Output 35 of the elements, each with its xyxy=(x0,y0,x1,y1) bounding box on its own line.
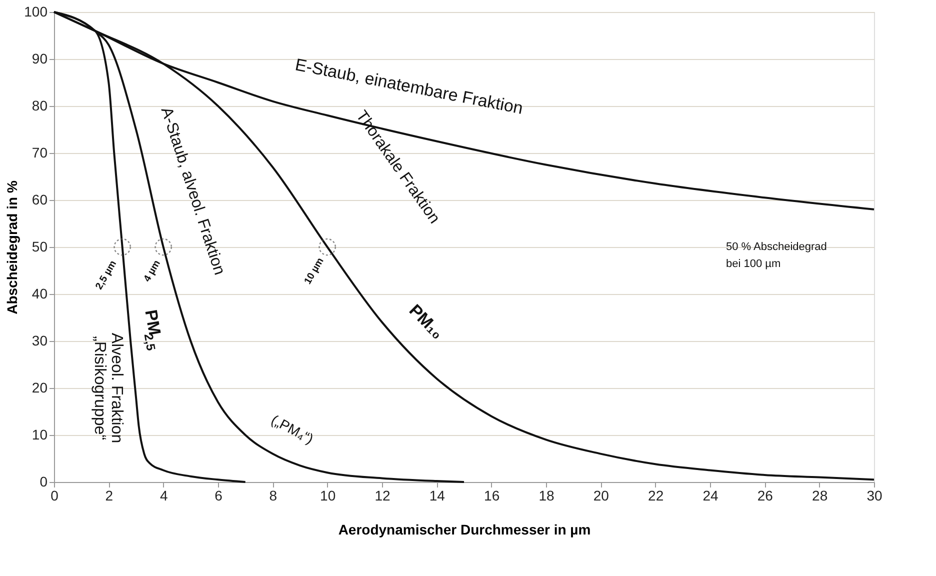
annotation: 50 % Abscheidegrad bei 100 µm xyxy=(726,241,827,270)
x-tick-label: 24 xyxy=(702,488,718,504)
x-tick-label: 14 xyxy=(429,488,446,504)
y-tick-label: 20 xyxy=(32,380,48,396)
x-tick-label: 4 xyxy=(160,488,168,504)
x-axis-title: Aerodynamischer Durchmesser in µm xyxy=(338,522,591,538)
x-tick-label: 26 xyxy=(757,488,774,504)
y-tick-label: 60 xyxy=(32,192,48,208)
x-tick-label: 20 xyxy=(593,488,610,504)
annotation: 10 µm xyxy=(302,256,326,286)
x-tick-label: 0 xyxy=(50,488,59,504)
x-tick-label: 16 xyxy=(484,488,500,504)
y-tick-label: 0 xyxy=(40,474,48,490)
y-tick-label: 80 xyxy=(32,98,48,114)
annotation: PM2,5 xyxy=(141,308,164,352)
y-tick-label: 70 xyxy=(32,144,48,160)
x-tick-label: 18 xyxy=(538,488,554,504)
y-tick-label: 30 xyxy=(32,332,48,348)
annotation: 4 µm xyxy=(142,258,163,284)
x-tick-label: 2 xyxy=(105,488,114,504)
y-tick-label: 90 xyxy=(32,50,48,66)
annotation: Alveol. Fraktion „Risikogruppe“ xyxy=(91,332,125,444)
y-tick-label: 50 xyxy=(32,238,48,254)
x-tick-label: 8 xyxy=(269,488,278,504)
y-tick-label: 10 xyxy=(32,426,48,442)
x-tick-label: 6 xyxy=(214,488,223,504)
x-tick-label: 22 xyxy=(648,488,664,504)
y-tick-label: 100 xyxy=(24,4,48,20)
x-tick-label: 30 xyxy=(866,488,882,504)
y-tick-label: 40 xyxy=(32,286,48,302)
x-tick-label: 10 xyxy=(320,488,336,504)
annotation: 2,5 µm xyxy=(94,258,120,292)
x-tick-label: 12 xyxy=(374,488,390,504)
y-axis-title: Abscheidegrad in % xyxy=(4,180,20,314)
x-tick-label: 28 xyxy=(812,488,828,504)
